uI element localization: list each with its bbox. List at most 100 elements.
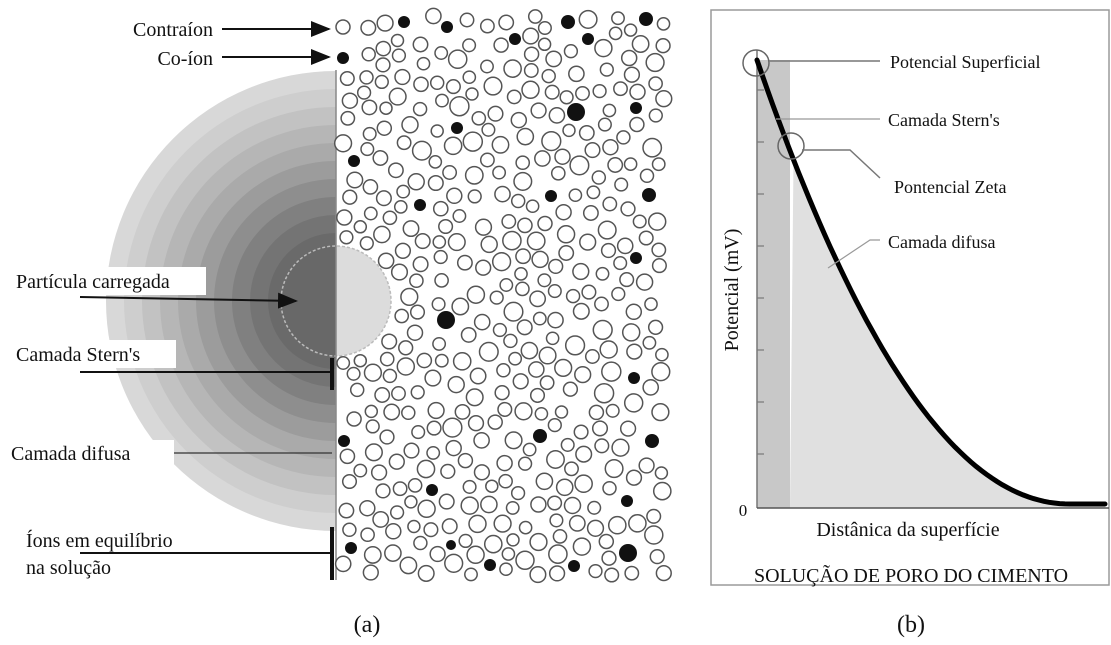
counterion — [407, 478, 423, 493]
counterion — [602, 480, 617, 496]
panel-a: Contraíon Co-íon Partícula carregada Cam… — [8, 7, 673, 638]
counterion — [532, 311, 547, 326]
counterion — [638, 457, 655, 474]
counterion — [333, 134, 353, 153]
counterion — [336, 209, 353, 226]
counterion — [379, 429, 395, 445]
counterion — [520, 341, 539, 360]
counterion — [401, 116, 419, 134]
counterion — [362, 126, 377, 141]
counterion — [498, 473, 513, 489]
counterion — [550, 165, 566, 181]
counterion — [565, 288, 581, 304]
counterion — [547, 284, 562, 299]
counterion — [375, 57, 391, 73]
counterion — [467, 415, 485, 432]
counterion — [503, 301, 524, 322]
counterion — [417, 499, 436, 519]
counterion — [548, 258, 564, 275]
counterion — [515, 281, 530, 297]
counterion — [648, 76, 663, 91]
surface-potential-label: Potencial Superficial — [890, 52, 1040, 72]
counterion — [572, 262, 590, 281]
counterion — [441, 518, 458, 535]
coion — [645, 434, 659, 448]
counterion — [652, 481, 672, 501]
counterion — [504, 431, 523, 450]
counterion — [349, 382, 365, 398]
counterion — [642, 379, 660, 396]
counterion — [444, 553, 464, 573]
counterion — [554, 405, 569, 419]
coion — [619, 544, 637, 562]
counterion — [611, 438, 630, 457]
counterion — [475, 259, 492, 276]
counterion — [466, 545, 485, 565]
coion — [348, 155, 360, 167]
counterion — [393, 200, 408, 214]
counterion — [481, 122, 496, 137]
counterion — [361, 99, 378, 116]
counterion — [494, 385, 510, 401]
counterion — [501, 547, 516, 561]
counterion — [623, 66, 641, 83]
counterion — [334, 555, 352, 573]
counterion — [443, 136, 463, 156]
counterion — [592, 319, 613, 341]
counterion — [651, 362, 671, 382]
counterion — [569, 155, 590, 176]
particle-label-bg — [12, 267, 206, 295]
counterion — [434, 273, 449, 288]
counterion — [356, 85, 372, 100]
coion — [484, 559, 496, 571]
x-axis-label: Distânica da superfície — [816, 519, 999, 541]
counterion — [613, 81, 628, 97]
counterion — [497, 401, 513, 417]
counterion — [616, 237, 634, 255]
chart-frame — [710, 9, 1110, 586]
counterion — [432, 235, 447, 249]
counterion — [353, 220, 368, 234]
counterion — [559, 90, 574, 105]
counterion — [382, 368, 398, 384]
chart-subtitle: SOLUÇÃO DE PORO DO CIMENTO — [754, 563, 1068, 587]
counterion — [655, 564, 672, 582]
counterion — [382, 210, 398, 226]
counterion — [516, 319, 533, 336]
counterion — [534, 150, 551, 167]
diffuse-layer-label: Camada difusa — [11, 443, 131, 465]
counterion — [433, 249, 448, 265]
counterion — [647, 212, 667, 231]
counterion — [427, 401, 445, 420]
counterion — [360, 142, 375, 157]
counterion — [651, 242, 667, 258]
counterion — [587, 500, 602, 515]
counterion — [575, 445, 593, 463]
counterion — [611, 11, 625, 26]
counterion — [512, 373, 529, 390]
coion — [451, 122, 463, 134]
counterion — [586, 519, 605, 537]
counterion — [414, 233, 431, 250]
counterion — [360, 19, 377, 36]
counterion — [375, 40, 392, 57]
counterion — [400, 287, 419, 307]
counterion — [554, 358, 573, 378]
stern-layer-label: Camada Stern's — [16, 344, 140, 366]
counterion — [494, 185, 511, 203]
counterion — [471, 110, 487, 126]
diffuse-b-leader — [827, 239, 880, 269]
counterion — [429, 545, 446, 563]
counterion — [623, 393, 644, 413]
counterion — [403, 442, 420, 459]
counterion — [651, 402, 670, 422]
counterion — [594, 438, 610, 454]
counterion — [591, 170, 607, 185]
counterion — [362, 564, 379, 581]
counterion — [487, 105, 504, 122]
counterion — [546, 450, 565, 469]
counterion — [440, 463, 456, 480]
counterion — [457, 452, 474, 469]
counterion — [464, 165, 484, 185]
counterion — [432, 336, 447, 351]
